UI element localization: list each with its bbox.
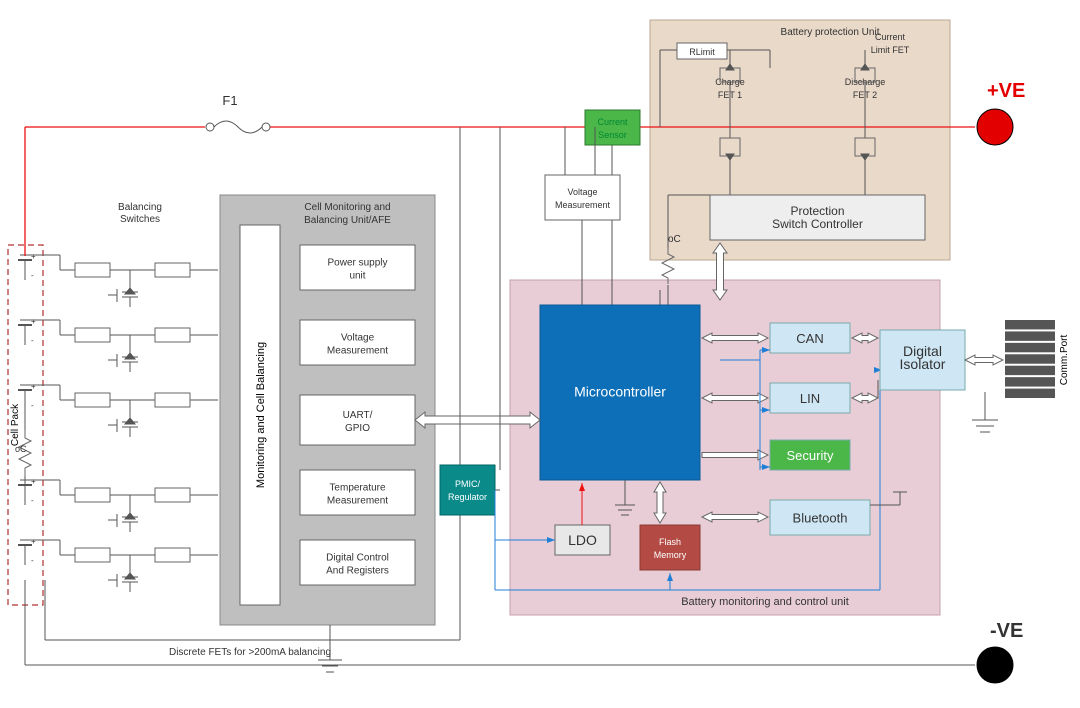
svg-text:+: +: [31, 537, 36, 546]
svg-text:CAN: CAN: [796, 331, 823, 346]
svg-text:UART/: UART/: [343, 410, 373, 421]
svg-text:Digital Control: Digital Control: [326, 553, 389, 564]
svg-text:Measurement: Measurement: [327, 496, 388, 507]
svg-text:-: -: [31, 556, 34, 565]
svg-text:oC: oC: [15, 444, 27, 454]
svg-text:LDO: LDO: [568, 532, 597, 548]
svg-text:And Registers: And Registers: [326, 566, 389, 577]
svg-text:+: +: [31, 382, 36, 391]
svg-text:Battery protection Unit: Battery protection Unit: [781, 27, 880, 38]
svg-text:+: +: [31, 477, 36, 486]
svg-text:Switches: Switches: [120, 214, 160, 225]
svg-text:Protection: Protection: [790, 204, 844, 218]
svg-text:RLimit: RLimit: [689, 47, 715, 57]
svg-text:LIN: LIN: [800, 391, 820, 406]
svg-text:Flash: Flash: [659, 537, 681, 547]
svg-text:Limit FET: Limit FET: [871, 45, 910, 55]
svg-text:Discrete FETs for >200mA balan: Discrete FETs for >200mA balancing: [169, 647, 331, 658]
svg-text:Isolator: Isolator: [900, 356, 946, 372]
svg-text:Balancing Unit/AFE: Balancing Unit/AFE: [304, 215, 391, 226]
svg-text:Bluetooth: Bluetooth: [793, 511, 848, 526]
svg-text:oC: oC: [668, 234, 681, 245]
svg-text:unit: unit: [349, 271, 365, 282]
svg-text:-: -: [31, 401, 34, 410]
svg-text:Comm.Port: Comm.Port: [1059, 334, 1070, 385]
svg-text:Power supply: Power supply: [327, 258, 387, 269]
svg-text:-: -: [31, 336, 34, 345]
svg-text:+VE: +VE: [987, 80, 1025, 102]
svg-text:Sensor: Sensor: [598, 130, 627, 140]
svg-text:Battery monitoring and control: Battery monitoring and control unit: [681, 596, 849, 608]
svg-text:F1: F1: [222, 93, 237, 108]
svg-text:Measurement: Measurement: [327, 346, 388, 357]
svg-text:Regulator: Regulator: [448, 492, 487, 502]
bms-block-diagram: Battery protection Unit Battery monitorin…: [0, 0, 1080, 703]
svg-text:PMIC/: PMIC/: [455, 479, 481, 489]
svg-text:Switch Controller: Switch Controller: [772, 217, 863, 231]
svg-text:Current: Current: [597, 117, 628, 127]
svg-text:Voltage: Voltage: [567, 187, 597, 197]
svg-text:Cell Monitoring and: Cell Monitoring and: [304, 202, 390, 213]
svg-text:Microcontroller: Microcontroller: [574, 384, 666, 400]
svg-text:GPIO: GPIO: [345, 423, 370, 434]
svg-text:Measurement: Measurement: [555, 200, 611, 210]
svg-text:Security: Security: [787, 448, 834, 463]
svg-text:Voltage: Voltage: [341, 333, 375, 344]
svg-text:Memory: Memory: [654, 550, 687, 560]
svg-text:Balancing: Balancing: [118, 202, 162, 213]
svg-text:+: +: [31, 317, 36, 326]
svg-text:+: +: [31, 252, 36, 261]
svg-text:-: -: [31, 271, 34, 280]
svg-text:-: -: [31, 496, 34, 505]
svg-text:Temperature: Temperature: [329, 483, 386, 494]
svg-text:Cell Pack: Cell Pack: [10, 403, 21, 446]
svg-text:-VE: -VE: [990, 620, 1023, 642]
svg-text:Monitoring and Cell Balancing: Monitoring and Cell Balancing: [255, 342, 267, 488]
svg-text:Current: Current: [875, 32, 906, 42]
